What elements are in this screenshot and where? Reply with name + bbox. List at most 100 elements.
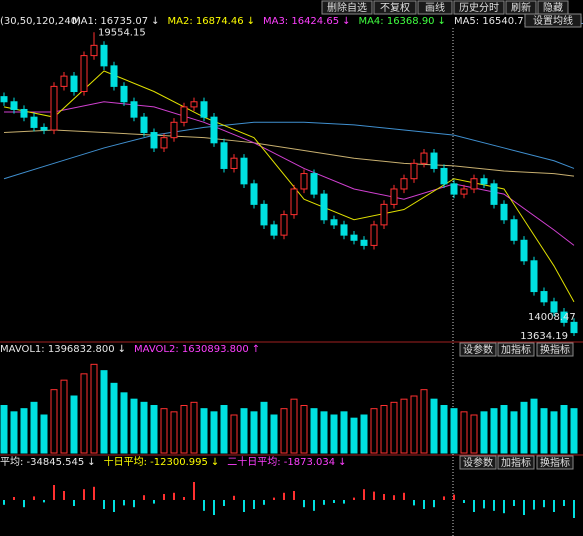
button-frame[interactable] bbox=[536, 342, 574, 357]
candle-body bbox=[380, 203, 388, 226]
flow-bar bbox=[393, 495, 395, 500]
button[interactable]: 设参数 bbox=[459, 342, 497, 357]
flow-bar bbox=[43, 500, 45, 503]
volume-bar bbox=[110, 382, 118, 454]
volume-bar bbox=[330, 414, 338, 454]
button-frame[interactable] bbox=[536, 455, 574, 470]
flow-bar bbox=[333, 500, 335, 503]
candle-body bbox=[250, 183, 258, 205]
button-label[interactable]: 设置均线 bbox=[533, 14, 573, 27]
button[interactable]: 不复权 bbox=[373, 0, 417, 15]
volume-bar bbox=[180, 405, 188, 454]
flow-bar bbox=[423, 500, 425, 509]
button-label[interactable]: 换指标 bbox=[540, 343, 570, 356]
button-frame[interactable] bbox=[321, 0, 373, 15]
indicator-value: MA2: 16874.46 bbox=[167, 16, 243, 27]
button[interactable]: 画线 bbox=[417, 0, 453, 15]
button-frame[interactable] bbox=[417, 0, 453, 15]
button[interactable]: 加指标 bbox=[497, 342, 535, 357]
button[interactable]: 删除自选 bbox=[321, 0, 373, 15]
volume-bar bbox=[440, 405, 448, 454]
indicator-value: MA1: 16735.07 bbox=[72, 16, 148, 27]
button-frame[interactable] bbox=[524, 13, 582, 28]
candle-body bbox=[340, 224, 348, 236]
button-label[interactable]: 加指标 bbox=[501, 343, 531, 356]
flow-bar bbox=[243, 500, 245, 512]
button[interactable]: 加指标 bbox=[497, 455, 535, 470]
candle-body bbox=[30, 116, 38, 128]
volume-bar bbox=[430, 398, 438, 454]
button[interactable]: 隐藏 bbox=[537, 0, 569, 15]
candle-body bbox=[460, 188, 468, 195]
volume-bar bbox=[490, 408, 498, 454]
flow-bar bbox=[363, 489, 365, 500]
flow-bar bbox=[63, 491, 65, 500]
volume-bar bbox=[20, 408, 28, 454]
trend-arrow: ↓ bbox=[247, 16, 255, 27]
button[interactable]: 设参数 bbox=[459, 455, 497, 470]
button-label[interactable]: 加指标 bbox=[501, 456, 531, 469]
price-annotation: 19554.15 bbox=[98, 27, 146, 38]
button-label[interactable]: 不复权 bbox=[380, 1, 410, 14]
button-label[interactable]: 历史分时 bbox=[459, 2, 499, 14]
indicator-value: 平均: -34845.545 bbox=[0, 456, 84, 468]
button-label[interactable]: 设参数 bbox=[463, 456, 493, 469]
candle-body bbox=[430, 152, 438, 169]
button-label[interactable]: 设参数 bbox=[463, 343, 493, 356]
candle-body bbox=[240, 157, 248, 185]
flow-bar bbox=[553, 500, 555, 512]
button-label[interactable]: 换指标 bbox=[540, 456, 570, 469]
button[interactable]: 刷新 bbox=[505, 0, 537, 15]
candle-body bbox=[150, 132, 158, 149]
button-frame[interactable] bbox=[459, 342, 497, 357]
button-frame[interactable] bbox=[505, 0, 537, 15]
volume-bar bbox=[150, 405, 158, 454]
button-label[interactable]: 删除自选 bbox=[327, 1, 367, 14]
candle-body bbox=[200, 101, 208, 118]
volume-bar bbox=[0, 405, 8, 454]
volume-bar bbox=[380, 405, 388, 454]
button-label[interactable]: 画线 bbox=[425, 1, 445, 14]
volume-bar bbox=[370, 408, 378, 454]
button[interactable]: 换指标 bbox=[536, 342, 574, 357]
volume-bar bbox=[560, 405, 568, 454]
flow-bar bbox=[173, 492, 175, 500]
button-label[interactable]: 隐藏 bbox=[543, 2, 563, 14]
button-frame[interactable] bbox=[497, 455, 535, 470]
volume-bar bbox=[130, 398, 138, 454]
flow-bar bbox=[403, 492, 405, 500]
volume-bar bbox=[280, 408, 288, 454]
indicator-value: MAVOL2: 1630893.800 bbox=[134, 344, 249, 355]
volume-bar bbox=[540, 408, 548, 454]
candle-body bbox=[400, 178, 408, 190]
volume-bar bbox=[250, 411, 258, 454]
moving-average-line bbox=[3, 129, 575, 177]
candle-body bbox=[370, 224, 378, 246]
flow-bar bbox=[443, 496, 445, 500]
candle-body bbox=[270, 224, 278, 236]
button[interactable]: 历史分时 bbox=[453, 0, 505, 15]
button[interactable]: 设置均线 bbox=[524, 13, 582, 28]
volume-bar bbox=[200, 408, 208, 454]
button-label[interactable]: 刷新 bbox=[511, 1, 531, 14]
button[interactable]: 换指标 bbox=[536, 455, 574, 470]
flow-bar bbox=[533, 500, 535, 510]
flow-bar bbox=[313, 500, 315, 511]
button-frame[interactable] bbox=[453, 0, 505, 15]
button-frame[interactable] bbox=[459, 455, 497, 470]
trend-arrow: ↓ bbox=[342, 16, 350, 27]
button-frame[interactable] bbox=[497, 342, 535, 357]
flow-bar bbox=[433, 500, 435, 508]
candle-body bbox=[350, 234, 358, 241]
volume-bar bbox=[420, 389, 428, 454]
flow-bar bbox=[203, 500, 205, 511]
flow-bar bbox=[413, 500, 415, 506]
volume-bar bbox=[510, 411, 518, 454]
candle-body bbox=[500, 203, 508, 221]
price-annotation: 14008.47 bbox=[528, 312, 576, 323]
volume-bar bbox=[520, 401, 528, 454]
price-annotation: 13634.19 bbox=[520, 331, 568, 342]
flow-bar bbox=[163, 494, 165, 500]
volume-bar bbox=[320, 411, 328, 454]
button-frame[interactable] bbox=[373, 0, 417, 15]
